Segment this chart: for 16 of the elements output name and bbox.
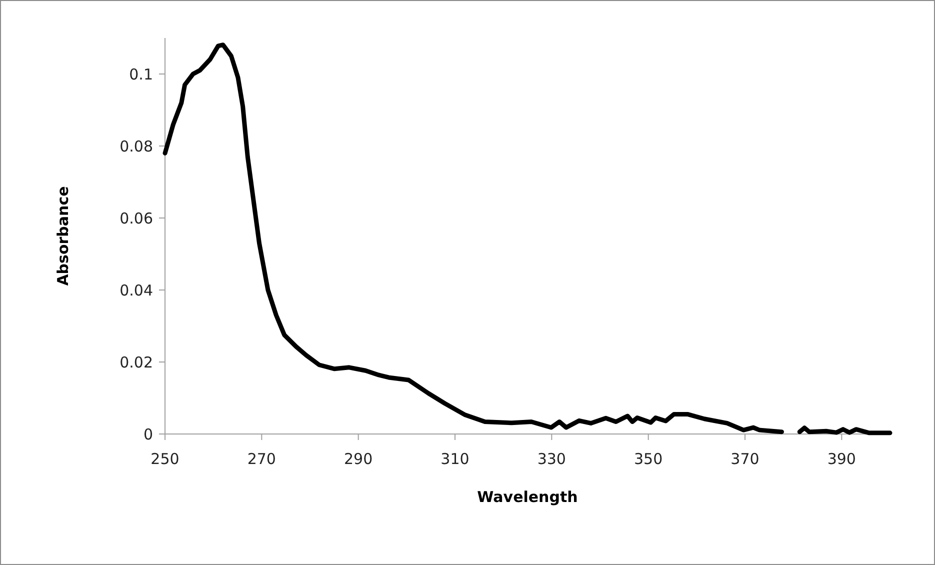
y-tick-label: 0.06: [120, 209, 153, 228]
y-tick-label: 0.04: [120, 281, 153, 300]
x-tick-label: 250: [150, 450, 180, 468]
x-tick-label: 290: [344, 450, 373, 468]
x-axis-title: Wavelength: [477, 488, 578, 506]
x-tick-label: 330: [537, 450, 566, 468]
x-tick-label: 270: [247, 450, 276, 468]
y-axis-title: Absorbance: [54, 186, 72, 286]
y-tick-label: 0.02: [120, 353, 153, 372]
x-tick-label: 310: [440, 450, 470, 468]
y-tick-label: 0: [143, 425, 153, 444]
x-tick-label: 350: [634, 450, 663, 468]
x-tick-label: 370: [730, 450, 760, 468]
y-tick-label: 0.1: [129, 65, 153, 84]
y-tick-label: 0.08: [120, 137, 153, 156]
x-tick-label: 390: [827, 450, 856, 468]
